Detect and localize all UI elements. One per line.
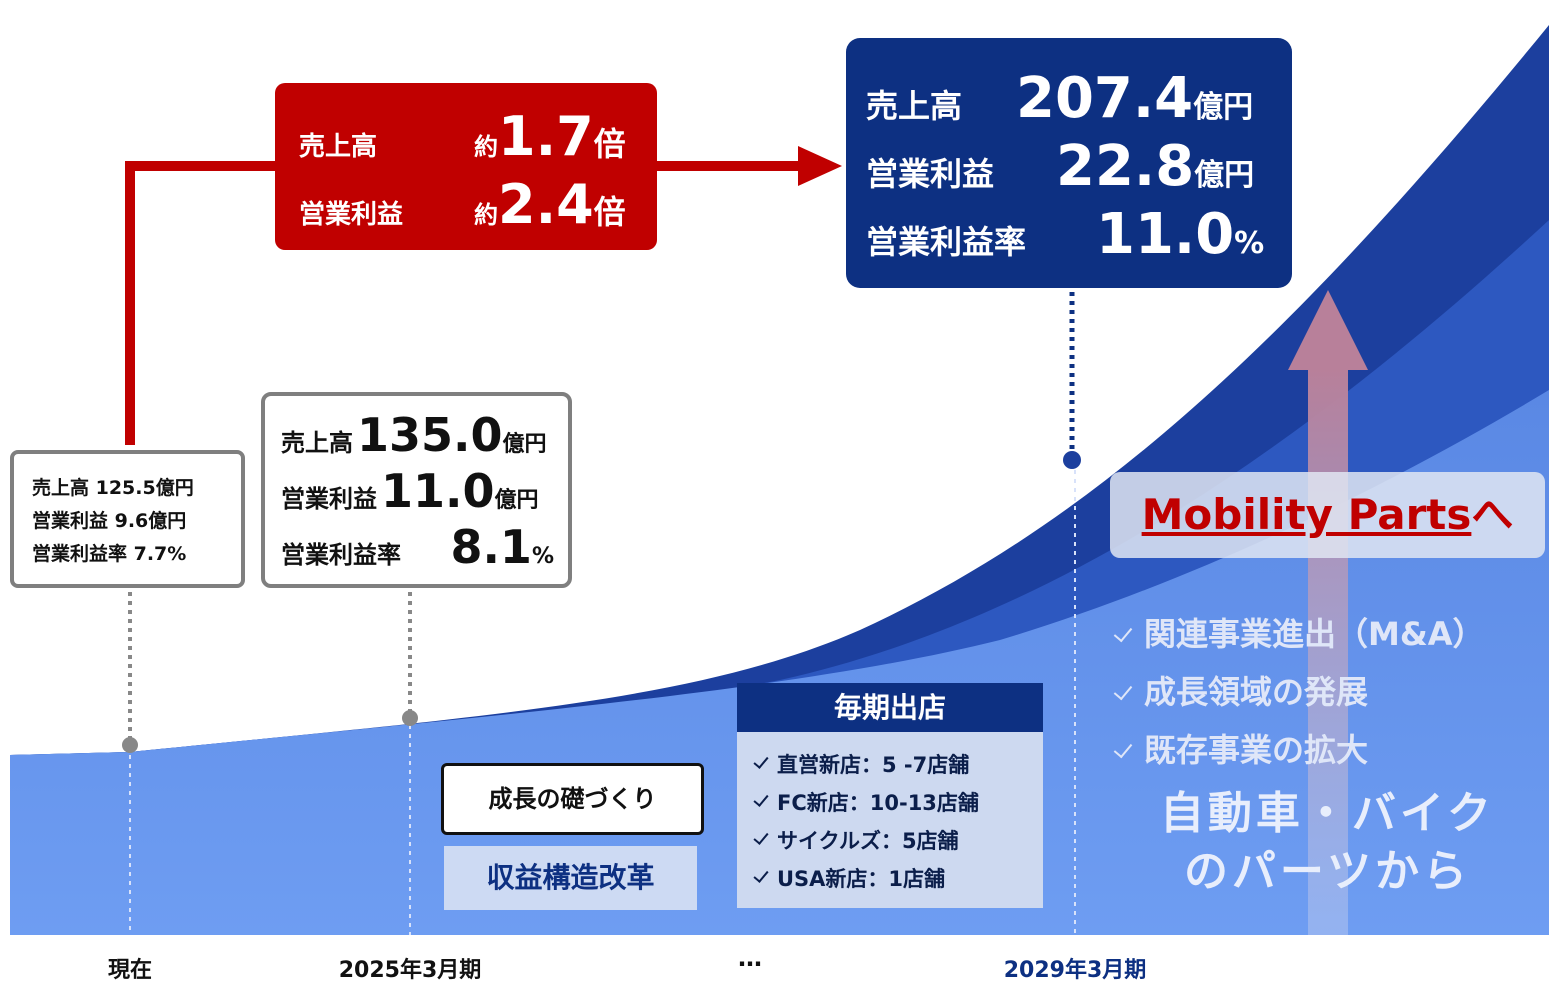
item: 既存事業の拡大 <box>1113 721 1485 779</box>
unit: 億円 <box>502 432 547 457</box>
item: 関連事業進出（M&A） <box>1113 605 1485 663</box>
stores-title: 毎期出店 <box>737 683 1043 732</box>
text: USA新店：1店舗 <box>777 867 946 891</box>
value: 207.4 <box>1016 66 1194 131</box>
timeline-label: … <box>738 944 762 972</box>
current-box: 売上高 125.5億円 営業利益 9.6億円 営業利益率 7.7% <box>10 450 245 588</box>
label: 売上高 <box>281 429 353 457</box>
row: 営業利益率 11.0% <box>866 202 1292 270</box>
foundation-subtitle: 収益構造改革 <box>444 846 697 910</box>
value: 135.0 <box>357 408 503 462</box>
point <box>402 710 418 726</box>
timeline-label: 2025年3月期 <box>338 958 482 983</box>
text: 売上高 125.5億円 <box>32 477 194 499</box>
fy2025-box: 売上高 135.0 億円 営業利益 11.0 億円 営業利益率 8.1% <box>261 392 572 588</box>
unit: 億円 <box>494 488 539 513</box>
row: 売上高 207.4 億円 <box>866 66 1292 134</box>
prefix: 約 <box>474 201 498 229</box>
label: 営業利益率 <box>281 541 401 569</box>
text: 関連事業進出（M&A） <box>1144 615 1485 653</box>
unit: % <box>531 544 554 569</box>
guides <box>128 292 1076 935</box>
row: 営業利益 22.8 億円 <box>866 134 1292 202</box>
text: 営業利益 9.6億円 <box>32 510 187 532</box>
label: 売上高 <box>866 87 963 125</box>
text: 営業利益率 7.7% <box>32 543 187 565</box>
item: 成長領域の発展 <box>1113 663 1485 721</box>
red-arrow-head <box>798 146 842 186</box>
unit: 億円 <box>1194 158 1255 193</box>
up-arrow-head <box>1288 290 1368 370</box>
timeline-label: 現在 <box>107 958 152 983</box>
item: サイクルズ：5店舗 <box>753 822 1043 860</box>
row: 営業利益 約 2.4 倍 <box>299 173 657 241</box>
unit: % <box>1234 226 1265 261</box>
text: サイクルズ：5店舗 <box>777 829 959 853</box>
foundation-title: 成長の礎づくり <box>441 763 704 835</box>
label: 営業利益率 <box>866 223 1027 261</box>
item: 直営新店：5 -7店舗 <box>753 746 1043 784</box>
value: 8.1 <box>450 520 532 574</box>
value: 2.4 <box>498 173 594 236</box>
mobility-box: Mobility Partsへ <box>1110 472 1545 558</box>
label: 売上高 <box>299 132 378 162</box>
highlight: Mobility Parts <box>1141 490 1472 539</box>
stores-list: 直営新店：5 -7店舗 FC新店：10-13店舗 サイクルズ：5店舗 USA新店… <box>737 732 1043 908</box>
up-arrow <box>1308 368 1348 935</box>
prefix: 約 <box>474 133 498 161</box>
text: 自動車・バイク <box>1159 788 1496 839</box>
text: 直営新店：5 -7店舗 <box>777 753 970 777</box>
text: 成長領域の発展 <box>1144 673 1369 711</box>
fy2029-box: 売上高 207.4 億円 営業利益 22.8 億円 営業利益率 11.0% <box>846 38 1292 288</box>
item: FC新店：10-13店舗 <box>753 784 1043 822</box>
point <box>122 737 138 753</box>
label: 営業利益 <box>299 200 404 230</box>
growth-curve-base <box>10 390 1549 935</box>
item: USA新店：1店舗 <box>753 860 1043 898</box>
row: 売上高 約 1.7 倍 <box>299 105 657 173</box>
value: 11.0 <box>1096 202 1235 267</box>
text: 既存事業の拡大 <box>1144 731 1369 769</box>
text: FC新店：10-13店舗 <box>777 791 979 815</box>
timeline-label: 2029年3月期 <box>1003 958 1147 983</box>
unit: 倍 <box>593 193 626 231</box>
point <box>1063 451 1081 469</box>
unit: 倍 <box>593 125 626 163</box>
label: 営業利益 <box>281 485 377 513</box>
row: 売上高 135.0 億円 <box>281 408 554 464</box>
unit: 億円 <box>1193 90 1254 125</box>
growth-box: 売上高約 1.7 倍営業利益約 2.4 倍 <box>275 83 657 250</box>
label: 営業利益 <box>866 155 995 193</box>
text: のパーツから <box>1183 846 1472 897</box>
value: 11.0 <box>381 464 495 518</box>
row: 営業利益率 8.1% <box>281 520 554 576</box>
value: 22.8 <box>1056 134 1195 199</box>
origin: 自動車・バイク のパーツから <box>1110 785 1545 901</box>
row: 営業利益 11.0 億円 <box>281 464 554 520</box>
initiatives: 関連事業進出（M&A） 成長領域の発展 既存事業の拡大 <box>1113 605 1485 779</box>
value: 1.7 <box>498 105 594 168</box>
text: へ <box>1471 490 1514 539</box>
